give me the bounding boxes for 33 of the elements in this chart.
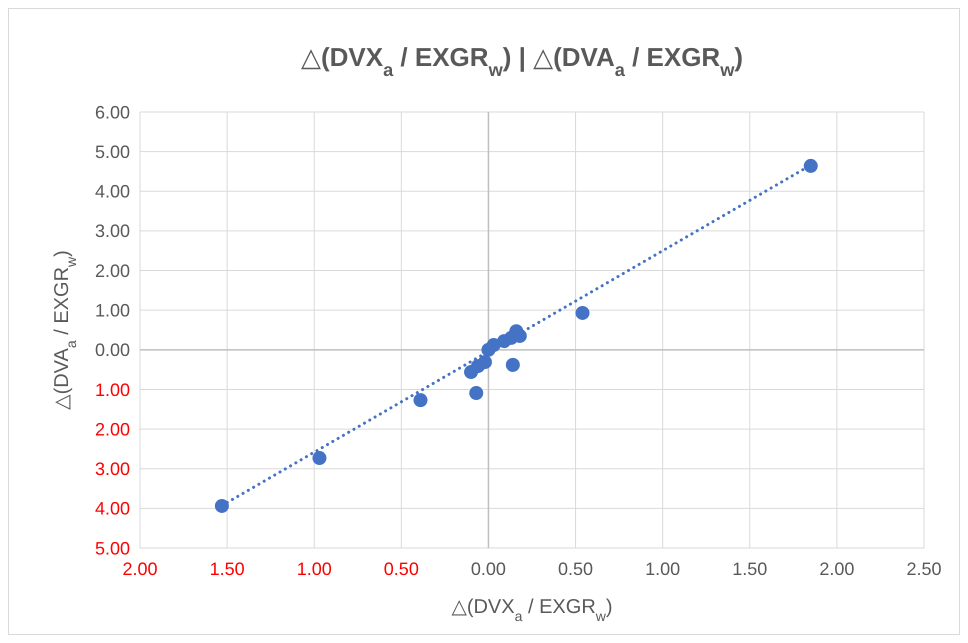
point (506, 358, 520, 372)
x-tick-label: 0.00 (470, 559, 506, 579)
point (576, 306, 590, 320)
chart-title: △(DVX$_{a}$ / EXGR$_{w}$) | △(DVA$_{a}$ / EXGR$_{w}$) (300, 42, 744, 80)
y-tick-label: 3.00 (94, 221, 130, 242)
x-tick-label: 1.50 (732, 559, 768, 579)
x-tick-label: 0.50 (384, 559, 419, 579)
point (214, 498, 229, 513)
y-tick-label: 2.00 (94, 260, 130, 281)
x-tick-label: 1.00 (645, 559, 680, 579)
y-tick-label: 4.00 (94, 182, 130, 202)
point (486, 338, 501, 352)
x-tick-label: 2.00 (819, 559, 854, 579)
y-tick-label: 1.00 (94, 380, 130, 400)
y-tick-label: 1.00 (94, 300, 130, 320)
point (804, 158, 818, 173)
x-tick-label: 2.50 (906, 559, 942, 579)
x-tick-label: 1.00 (296, 559, 332, 579)
y-tick-label: 3.00 (94, 459, 130, 480)
y-tick-label: 2.00 (94, 419, 130, 440)
x-axis-title: △(DVX$_{a}$ / EXGR$_{w}$) (451, 596, 613, 624)
y-tick-label: 5.00 (94, 142, 130, 162)
point (414, 393, 428, 408)
point (312, 451, 326, 466)
y-tick-label: 6.00 (94, 102, 130, 122)
y-tick-label: 5.00 (94, 538, 130, 558)
y-tick-label: 4.00 (94, 498, 130, 519)
x-tick-label: 2.00 (122, 559, 158, 579)
x-tick-label: 1.50 (210, 559, 245, 579)
x-tick-label: 0.50 (558, 559, 594, 579)
point (469, 386, 484, 400)
point (478, 355, 492, 370)
y-tick-label: 0.00 (94, 340, 130, 360)
